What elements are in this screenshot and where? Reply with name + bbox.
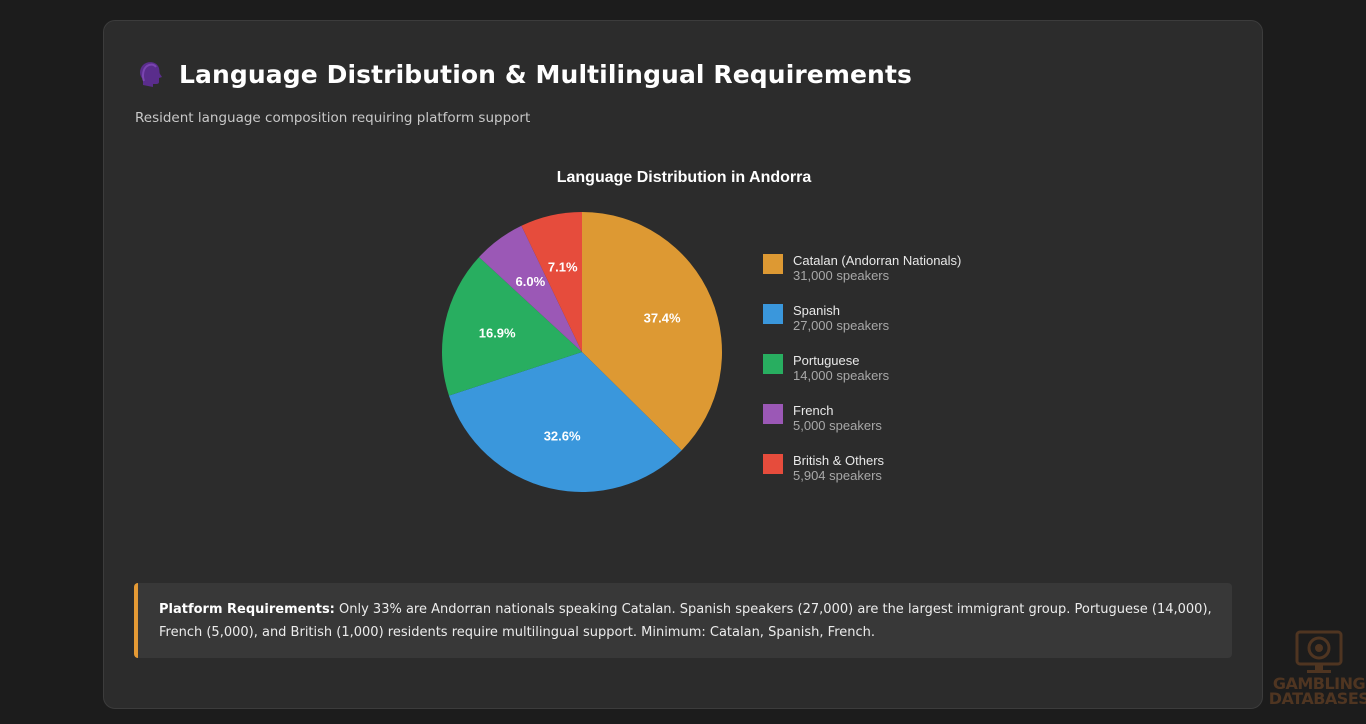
pie-slice-label-3: 6.0% — [516, 274, 546, 289]
legend-label: French — [793, 403, 834, 418]
legend-text: Catalan (Andorran Nationals) 31,000 speak… — [793, 253, 961, 283]
legend-swatch — [763, 304, 783, 324]
pie-slice-label-1: 32.6% — [544, 428, 581, 443]
legend-item[interactable]: Spanish 27,000 speakers — [763, 303, 961, 353]
legend-text: British & Others 5,904 speakers — [793, 453, 884, 483]
legend-label: Catalan (Andorran Nationals) — [793, 253, 962, 268]
pie-slice-label-0: 37.4% — [644, 311, 681, 326]
pie-chart: 37.4% 32.6% 16.9% 6.0% 7.1% — [440, 210, 724, 494]
page-title: Language Distribution & Multilingual Req… — [179, 59, 912, 89]
legend-label: British & Others — [793, 453, 885, 468]
legend-swatch — [763, 404, 783, 424]
legend-swatch — [763, 254, 783, 274]
monitor-poker-chip-icon — [1295, 630, 1343, 673]
legend-sublabel: 27,000 speakers — [793, 318, 890, 333]
watermark-line1: GAMBLING — [1272, 674, 1366, 693]
pie-chart-svg: 37.4% 32.6% 16.9% 6.0%7.1% — [442, 212, 722, 492]
chart-legend: Catalan (Andorran Nationals) 31,000 speak… — [763, 253, 961, 503]
pie-slice-1[interactable] — [448, 352, 682, 492]
legend-label: Spanish — [793, 303, 840, 318]
speaking-head-icon — [140, 62, 162, 87]
legend-sublabel: 5,904 speakers — [793, 468, 882, 483]
legend-label: Portuguese — [793, 353, 860, 368]
note-label: Platform Requirements: — [159, 602, 335, 617]
watermark-line2: DATABASES — [1268, 689, 1366, 708]
legend-text: Portuguese 14,000 speakers — [793, 353, 889, 383]
legend-text: Spanish 27,000 speakers — [793, 303, 889, 333]
legend-item[interactable]: British & Others 5,904 speakers — [763, 453, 961, 503]
pie-slice-label-2: 16.9% — [479, 326, 516, 341]
legend-swatch — [763, 354, 783, 374]
page-subtitle: Resident language composition requiring … — [135, 110, 531, 126]
note-text: Only 33% are Andorran nationals speaking… — [159, 602, 1212, 640]
legend-item[interactable]: Catalan (Andorran Nationals) 31,000 speak… — [763, 253, 961, 303]
watermark-logo: GAMBLING DATABASES — [1268, 628, 1366, 724]
title-row: Language Distribution & Multilingual Req… — [135, 59, 912, 89]
legend-sublabel: 14,000 speakers — [793, 368, 890, 383]
legend-text: French 5,000 speakers — [793, 403, 882, 433]
legend-sublabel: 5,000 speakers — [793, 418, 882, 433]
platform-requirements-note: Platform Requirements: Only 33% are Ando… — [134, 583, 1232, 658]
legend-item[interactable]: Portuguese 14,000 speakers — [763, 353, 961, 403]
chart-title: Language Distribution in Andorra — [556, 169, 812, 186]
legend-swatch — [763, 454, 783, 474]
pie-slice-2[interactable] — [442, 257, 582, 396]
pie-slice-3[interactable] — [479, 225, 582, 352]
pie-slice-label-4: 7.1% — [548, 259, 578, 274]
pie-slice-0[interactable] — [582, 212, 722, 451]
legend-sublabel: 31,000 speakers — [793, 268, 890, 283]
language-card: Language Distribution & Multilingual Req… — [103, 20, 1263, 709]
legend-item[interactable]: French 5,000 speakers — [763, 403, 961, 453]
pie-slice-4[interactable] — [521, 212, 582, 352]
